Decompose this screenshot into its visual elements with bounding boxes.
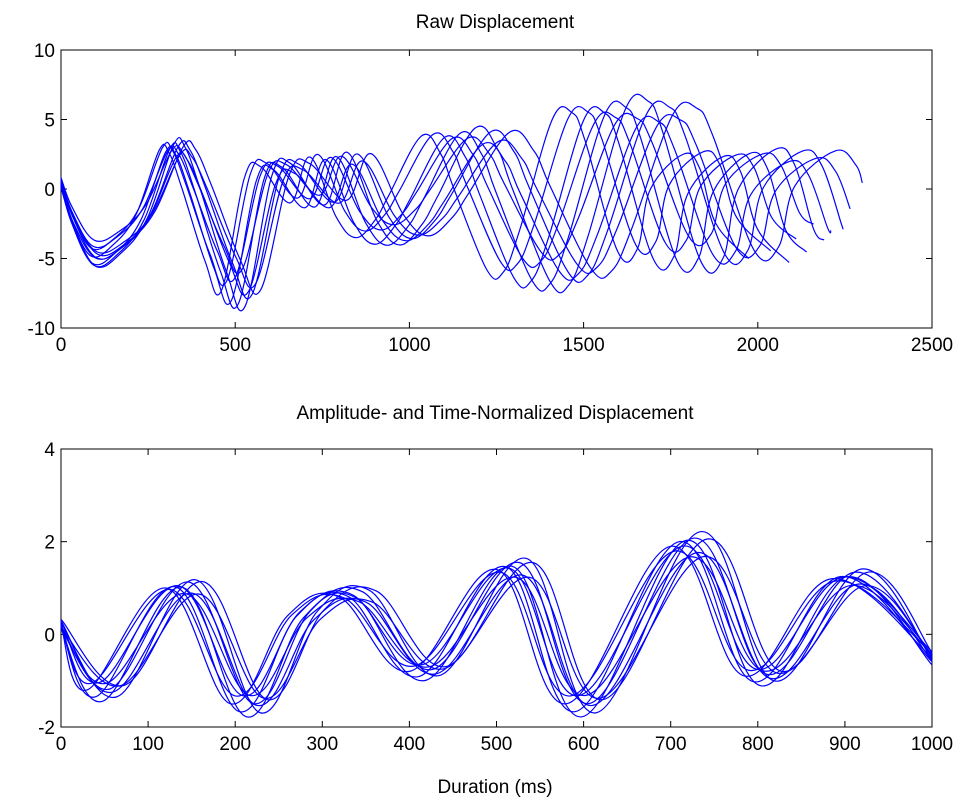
- x-tick-label: 700: [655, 734, 687, 755]
- x-tick-label: 0: [56, 335, 67, 356]
- y-tick-label: 2: [44, 533, 55, 554]
- y-tick-label: 4: [44, 440, 55, 461]
- series-line-2: [60, 105, 772, 286]
- y-tick-label: 10: [34, 41, 55, 62]
- chart-title: Raw Displacement: [416, 12, 575, 33]
- raw-displacement-panel: Raw Displacement 0 500 1000 1500 2000 2500 -10…: [28, 12, 954, 356]
- series-line-1: [60, 106, 750, 296]
- series-line-10: [60, 555, 933, 699]
- series-line-9: [60, 100, 844, 300]
- x-tick-label: 200: [219, 734, 251, 755]
- x-tick-label: 500: [219, 335, 251, 356]
- x-tick-label: 400: [394, 734, 426, 755]
- axis-ticks: 0 500 1000 1500 2000 2500 -10 -5 0 5 10: [28, 41, 954, 356]
- series-line-8: [60, 115, 832, 296]
- x-tick-label: 600: [568, 734, 600, 755]
- x-tick-label: 2000: [737, 335, 779, 356]
- x-axis-label: Duration (ms): [437, 777, 552, 798]
- series-line-7: [60, 93, 825, 312]
- y-tick-label: 5: [44, 111, 55, 132]
- x-tick-label: 500: [481, 734, 513, 755]
- x-tick-label: 0: [56, 734, 67, 755]
- series-line-11: [60, 538, 933, 701]
- x-tick-label: 100: [132, 734, 164, 755]
- y-tick-label: 0: [44, 625, 55, 646]
- y-tick-label: -2: [38, 718, 55, 739]
- series-line-6: [60, 112, 814, 274]
- x-tick-label: 300: [306, 734, 338, 755]
- plot-area: [60, 448, 933, 728]
- series-line-8: [60, 552, 933, 707]
- x-tick-label: 900: [829, 734, 861, 755]
- series-line-10: [60, 114, 851, 289]
- y-tick-label: 0: [44, 180, 55, 201]
- series-line-11: [60, 101, 863, 295]
- series-group: [60, 93, 863, 312]
- x-tick-label: 1000: [911, 734, 953, 755]
- x-tick-label: 1500: [562, 335, 604, 356]
- y-tick-label: -5: [38, 250, 55, 271]
- plot-area: [60, 49, 933, 329]
- y-tick-label: -10: [28, 319, 55, 340]
- x-tick-label: 1000: [388, 335, 430, 356]
- x-tick-label: 2500: [911, 335, 953, 356]
- x-tick-label: 800: [742, 734, 774, 755]
- series-group: [60, 531, 933, 718]
- series-line-5: [60, 100, 808, 309]
- series-line-9: [60, 531, 933, 714]
- chart-title: Amplitude- and Time-Normalized Displacem…: [296, 403, 694, 424]
- normalized-displacement-panel: Amplitude- and Time-Normalized Displacem…: [38, 403, 953, 798]
